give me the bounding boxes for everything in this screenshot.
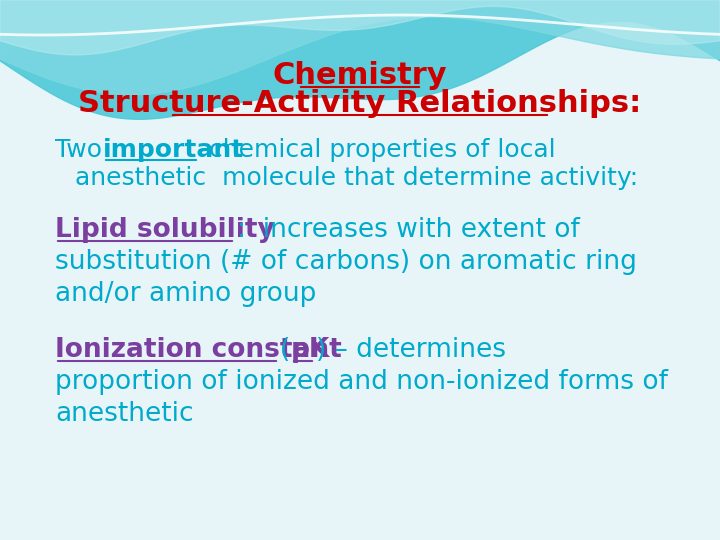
Text: Chemistry: Chemistry [273, 60, 447, 90]
Text: chemical properties of local: chemical properties of local [201, 138, 556, 162]
Text: anesthetic: anesthetic [55, 401, 194, 427]
Text: substitution (# of carbons) on aromatic ring: substitution (# of carbons) on aromatic … [55, 249, 637, 275]
Text: Ionization constant: Ionization constant [55, 337, 351, 363]
Text: Structure-Activity Relationships:: Structure-Activity Relationships: [78, 89, 642, 118]
Text: proportion of ionized and non-ionized forms of: proportion of ionized and non-ionized fo… [55, 369, 668, 395]
Text: (: ( [280, 337, 290, 363]
Text: :  increases with extent of: : increases with extent of [237, 217, 580, 243]
Text: Two: Two [55, 138, 110, 162]
Text: important: important [103, 138, 244, 162]
Text: Lipid solubility: Lipid solubility [55, 217, 275, 243]
Text: anesthetic  molecule that determine activity:: anesthetic molecule that determine activ… [75, 166, 638, 190]
Text: ) – determines: ) – determines [316, 337, 506, 363]
Text: and/or amino group: and/or amino group [55, 281, 316, 307]
Text: pK: pK [291, 337, 330, 363]
